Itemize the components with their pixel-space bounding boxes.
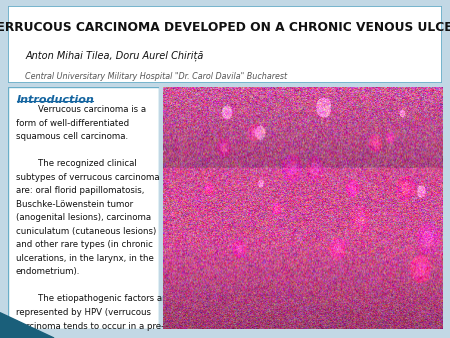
Text: Verrucous carcinoma is a: Verrucous carcinoma is a [16, 105, 146, 114]
Text: endometrium).: endometrium). [16, 267, 80, 276]
Text: VERRUCOUS CARCINOMA DEVELOPED ON A CHRONIC VENOUS ULCER: VERRUCOUS CARCINOMA DEVELOPED ON A CHRON… [0, 21, 450, 34]
Text: The recognized clinical: The recognized clinical [16, 159, 136, 168]
FancyBboxPatch shape [8, 87, 159, 329]
Text: and other rare types (in chronic: and other rare types (in chronic [16, 240, 153, 249]
Text: Introduction: Introduction [17, 95, 95, 105]
Text: carcinoma tends to occur in a pre-: carcinoma tends to occur in a pre- [16, 321, 164, 331]
Text: (anogenital lesions), carcinoma: (anogenital lesions), carcinoma [16, 213, 151, 222]
FancyBboxPatch shape [8, 6, 442, 83]
Text: cuniculatum (cutaneous lesions): cuniculatum (cutaneous lesions) [16, 227, 156, 236]
Text: ulcerations, in the larynx, in the: ulcerations, in the larynx, in the [16, 254, 153, 263]
Polygon shape [0, 313, 54, 338]
Text: Buschke-Löwenstein tumor: Buschke-Löwenstein tumor [16, 200, 133, 209]
Text: represented by HPV (verrucous: represented by HPV (verrucous [16, 308, 151, 317]
Text: subtypes of verrucous carcinoma: subtypes of verrucous carcinoma [16, 173, 159, 182]
Text: form of well-differentiated: form of well-differentiated [16, 119, 129, 127]
Text: squamous cell carcinoma.: squamous cell carcinoma. [16, 132, 128, 141]
Text: Central Universitary Military Hospital "Dr. Carol Davila" Bucharest: Central Universitary Military Hospital "… [26, 72, 288, 81]
Text: Anton Mihai Tilea, Doru Aurel Chiriță: Anton Mihai Tilea, Doru Aurel Chiriță [26, 50, 204, 61]
Text: are: oral florid papillomatosis,: are: oral florid papillomatosis, [16, 186, 144, 195]
Text: The etiopathogenic factors are: The etiopathogenic factors are [16, 294, 171, 304]
